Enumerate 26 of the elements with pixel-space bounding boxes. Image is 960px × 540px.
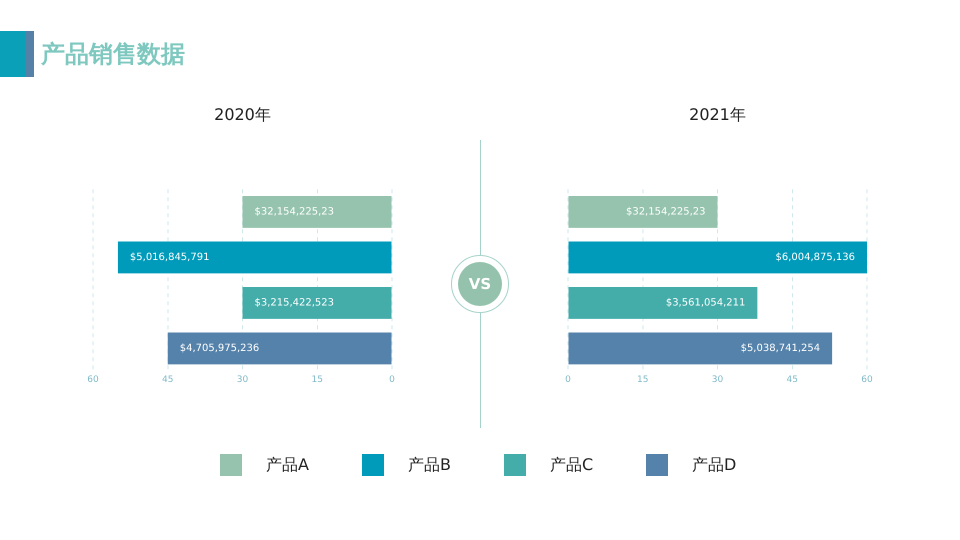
annotation: $32,154,225,23: [626, 206, 706, 218]
annotation: $32,154,225,23: [254, 206, 334, 218]
text: VS: [458, 262, 502, 306]
annotation: $5,038,741,254: [740, 343, 820, 354]
annotation: $6,004,875,136: [775, 252, 855, 264]
legend-label: 产品C: [550, 454, 594, 476]
x-tick-label: 45: [162, 374, 174, 385]
x-tick-label: 30: [712, 374, 724, 385]
x-tick-label: 60: [87, 374, 99, 385]
x-tick-label: 0: [389, 374, 396, 385]
annotation: $5,016,845,791: [130, 252, 210, 264]
x-tick-label: 15: [637, 374, 648, 385]
x-tick-label: 30: [236, 374, 248, 385]
text: 产品销售数据: [41, 39, 185, 70]
annotation: $3,561,054,211: [666, 298, 746, 309]
x-tick-label: 0: [565, 374, 572, 385]
legend-label: 产品D: [692, 454, 736, 476]
legend-label: 产品B: [408, 454, 451, 476]
legend-label: 产品A: [266, 454, 309, 476]
x-tick-label: 45: [786, 374, 798, 385]
chart-title: 2021年: [689, 104, 746, 124]
annotation: $4,705,975,236: [180, 343, 260, 354]
x-tick-label: 60: [861, 374, 873, 385]
annotation: $3,215,422,523: [254, 298, 334, 309]
x-tick-label: 15: [312, 374, 323, 385]
chart-title: 2020年: [214, 104, 271, 124]
